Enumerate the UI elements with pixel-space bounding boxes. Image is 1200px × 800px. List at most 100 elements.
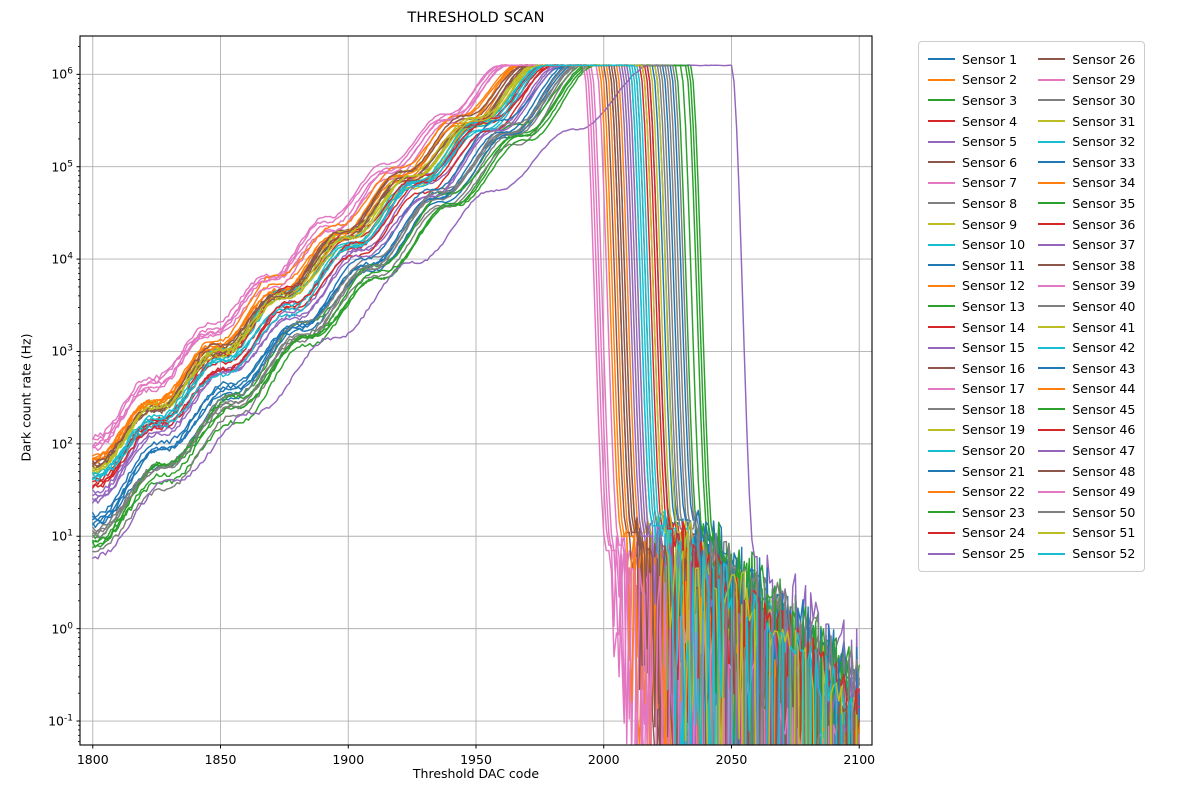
legend-item[interactable]: Sensor 48 — [1038, 461, 1135, 482]
legend-label: Sensor 19 — [962, 422, 1026, 438]
legend-color-swatch — [928, 120, 955, 123]
legend-item[interactable]: Sensor 39 — [1038, 276, 1135, 297]
legend-item[interactable]: Sensor 20 — [928, 440, 1025, 461]
legend-item[interactable]: Sensor 43 — [1038, 358, 1135, 379]
legend-item[interactable]: Sensor 36 — [1038, 214, 1135, 235]
legend-item[interactable]: Sensor 15 — [928, 337, 1025, 358]
legend-label: Sensor 15 — [962, 340, 1026, 356]
legend-item[interactable]: Sensor 5 — [928, 131, 1025, 152]
legend-label: Sensor 41 — [1072, 319, 1136, 335]
legend-item[interactable]: Sensor 49 — [1038, 481, 1135, 502]
legend-item[interactable]: Sensor 11 — [928, 255, 1025, 276]
legend-label: Sensor 1 — [962, 51, 1018, 67]
legend-item[interactable]: Sensor 32 — [1038, 131, 1135, 152]
legend-color-swatch — [1038, 511, 1066, 514]
legend-color-swatch — [1038, 408, 1066, 411]
legend-color-swatch — [928, 284, 955, 287]
legend-item[interactable]: Sensor 51 — [1038, 523, 1135, 544]
page-title: THRESHOLD SCAN — [407, 10, 545, 26]
legend-item[interactable]: Sensor 45 — [1038, 399, 1135, 420]
legend-column: Sensor 1 Sensor 2 Sensor 3 Sensor 4 Sensor 5… — [928, 49, 1025, 564]
legend-item[interactable]: Sensor 46 — [1038, 420, 1135, 441]
x-tick-label: 1900 — [332, 752, 365, 767]
legend-color-swatch — [928, 408, 955, 411]
legend-label: Sensor 22 — [962, 484, 1026, 500]
legend-label: Sensor 3 — [962, 92, 1018, 108]
legend-color-swatch — [928, 58, 955, 61]
legend-label: Sensor 52 — [1072, 546, 1136, 562]
legend-item[interactable]: Sensor 16 — [928, 358, 1025, 379]
legend-item[interactable]: Sensor 29 — [1038, 70, 1135, 91]
legend-label: Sensor 36 — [1072, 216, 1136, 232]
legend-item[interactable]: Sensor 7 — [928, 173, 1025, 194]
legend-color-swatch — [1038, 531, 1066, 534]
legend-item[interactable]: Sensor 52 — [1038, 543, 1135, 564]
legend-label: Sensor 49 — [1072, 484, 1136, 500]
legend-item[interactable]: Sensor 34 — [1038, 173, 1135, 194]
legend-color-swatch — [928, 326, 955, 329]
legend-label: Sensor 14 — [962, 319, 1026, 335]
legend-item[interactable]: Sensor 47 — [1038, 440, 1135, 461]
legend-color-swatch — [1038, 181, 1066, 184]
legend-item[interactable]: Sensor 42 — [1038, 337, 1135, 358]
y-tick-label: 10-1 — [48, 713, 73, 729]
legend-item[interactable]: Sensor 14 — [928, 317, 1025, 338]
legend-item[interactable]: Sensor 8 — [928, 193, 1025, 214]
legend-label: Sensor 18 — [962, 401, 1026, 417]
legend-label: Sensor 40 — [1072, 298, 1136, 314]
legend-item[interactable]: Sensor 9 — [928, 214, 1025, 235]
legend-label: Sensor 42 — [1072, 340, 1136, 356]
x-tick-label: 2000 — [587, 752, 620, 767]
legend-color-swatch — [1038, 223, 1066, 226]
legend-item[interactable]: Sensor 23 — [928, 502, 1025, 523]
legend-item[interactable]: Sensor 41 — [1038, 317, 1135, 338]
legend-item[interactable]: Sensor 40 — [1038, 296, 1135, 317]
legend-label: Sensor 16 — [962, 360, 1026, 376]
legend-color-swatch — [1038, 326, 1066, 329]
legend-item[interactable]: Sensor 19 — [928, 420, 1025, 441]
legend-item[interactable]: Sensor 22 — [928, 481, 1025, 502]
legend-item[interactable]: Sensor 4 — [928, 111, 1025, 132]
x-axis-label: Threshold DAC code — [412, 766, 540, 781]
legend-label: Sensor 35 — [1072, 195, 1136, 211]
legend-item[interactable]: Sensor 25 — [928, 543, 1025, 564]
legend-label: Sensor 45 — [1072, 401, 1136, 417]
legend-item[interactable]: Sensor 30 — [1038, 90, 1135, 111]
legend-item[interactable]: Sensor 3 — [928, 90, 1025, 111]
legend-item[interactable]: Sensor 6 — [928, 152, 1025, 173]
legend-item[interactable]: Sensor 50 — [1038, 502, 1135, 523]
legend-item[interactable]: Sensor 24 — [928, 523, 1025, 544]
legend-label: Sensor 39 — [1072, 278, 1136, 294]
legend-item[interactable]: Sensor 38 — [1038, 255, 1135, 276]
legend-item[interactable]: Sensor 1 — [928, 49, 1025, 70]
legend-item[interactable]: Sensor 18 — [928, 399, 1025, 420]
legend-label: Sensor 24 — [962, 525, 1026, 541]
legend-label: Sensor 9 — [962, 216, 1018, 232]
legend-label: Sensor 25 — [962, 546, 1026, 562]
legend-color-swatch — [1038, 305, 1066, 308]
legend-item[interactable]: Sensor 21 — [928, 461, 1025, 482]
legend-color-swatch — [928, 202, 955, 205]
legend-color-swatch — [928, 264, 955, 267]
legend-item[interactable]: Sensor 44 — [1038, 379, 1135, 400]
legend-item[interactable]: Sensor 17 — [928, 379, 1025, 400]
legend-color-swatch — [1038, 243, 1066, 246]
legend-item[interactable]: Sensor 35 — [1038, 193, 1135, 214]
legend-label: Sensor 43 — [1072, 360, 1136, 376]
legend-item[interactable]: Sensor 13 — [928, 296, 1025, 317]
y-tick-label: 102 — [51, 436, 73, 452]
legend-item[interactable]: Sensor 37 — [1038, 234, 1135, 255]
legend-item[interactable]: Sensor 31 — [1038, 111, 1135, 132]
legend-item[interactable]: Sensor 33 — [1038, 152, 1135, 173]
legend-color-swatch — [928, 223, 955, 226]
y-tick-label: 104 — [51, 251, 73, 267]
legend-item[interactable]: Sensor 26 — [1038, 49, 1135, 70]
legend-label: Sensor 48 — [1072, 463, 1136, 479]
legend-item[interactable]: Sensor 2 — [928, 70, 1025, 91]
x-tick-label: 2050 — [715, 752, 748, 767]
legend-item[interactable]: Sensor 10 — [928, 234, 1025, 255]
legend-item[interactable]: Sensor 12 — [928, 276, 1025, 297]
legend-color-swatch — [1038, 140, 1066, 143]
legend-color-swatch — [928, 449, 955, 452]
